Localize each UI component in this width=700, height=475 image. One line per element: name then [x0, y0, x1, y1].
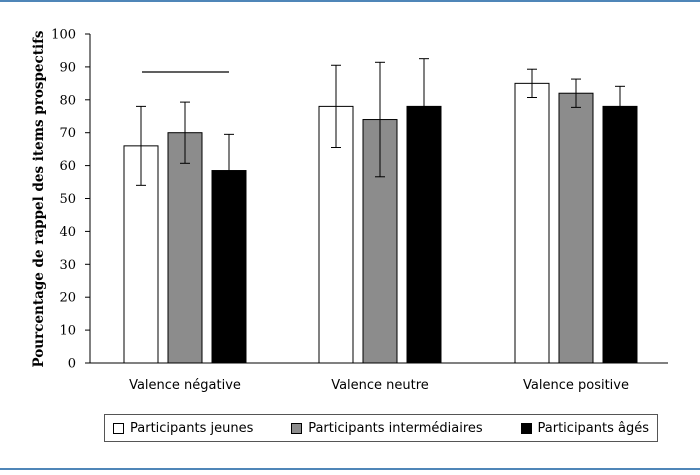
legend-item-jeunes: Participants jeunes [113, 421, 253, 436]
y-tick-label: 90 [59, 60, 76, 75]
bar [514, 82, 550, 364]
y-axis-label: Pourcentage de rappel des items prospect… [31, 30, 47, 367]
y-tick-label: 60 [59, 159, 76, 174]
legend: Participants jeunes Participants intermé… [104, 414, 658, 442]
category-label: Valence neutre [331, 378, 429, 393]
legend-swatch-jeunes [113, 422, 124, 434]
y-tick-label: 80 [59, 93, 76, 108]
legend-swatch-intermediaires [291, 422, 303, 434]
y-tick-label: 50 [59, 192, 76, 207]
bar [602, 105, 638, 364]
bar [167, 132, 203, 364]
legend-item-ages: Participants âgés [520, 420, 649, 436]
legend-item-intermediaires: Participants intermédiaires [291, 421, 483, 436]
category-label: Valence positive [523, 378, 629, 393]
legend-swatch-ages [520, 422, 532, 434]
legend-label-jeunes: Participants jeunes [130, 420, 254, 436]
bar [558, 92, 594, 364]
y-tick-label: 0 [68, 357, 76, 372]
category-label: Valence négative [129, 378, 241, 393]
y-tick-label: 10 [59, 324, 76, 339]
y-tick-label: 40 [59, 225, 76, 240]
bottom-border [0, 468, 700, 470]
legend-label-intermediaires: Participants intermédiaires [308, 420, 483, 436]
top-border [0, 0, 700, 2]
y-tick-label: 30 [59, 258, 76, 273]
y-tick-label: 70 [59, 126, 76, 141]
y-tick-label: 100 [51, 28, 76, 43]
legend-label-ages: Participants âgés [537, 420, 649, 436]
y-tick-label: 20 [59, 291, 76, 306]
